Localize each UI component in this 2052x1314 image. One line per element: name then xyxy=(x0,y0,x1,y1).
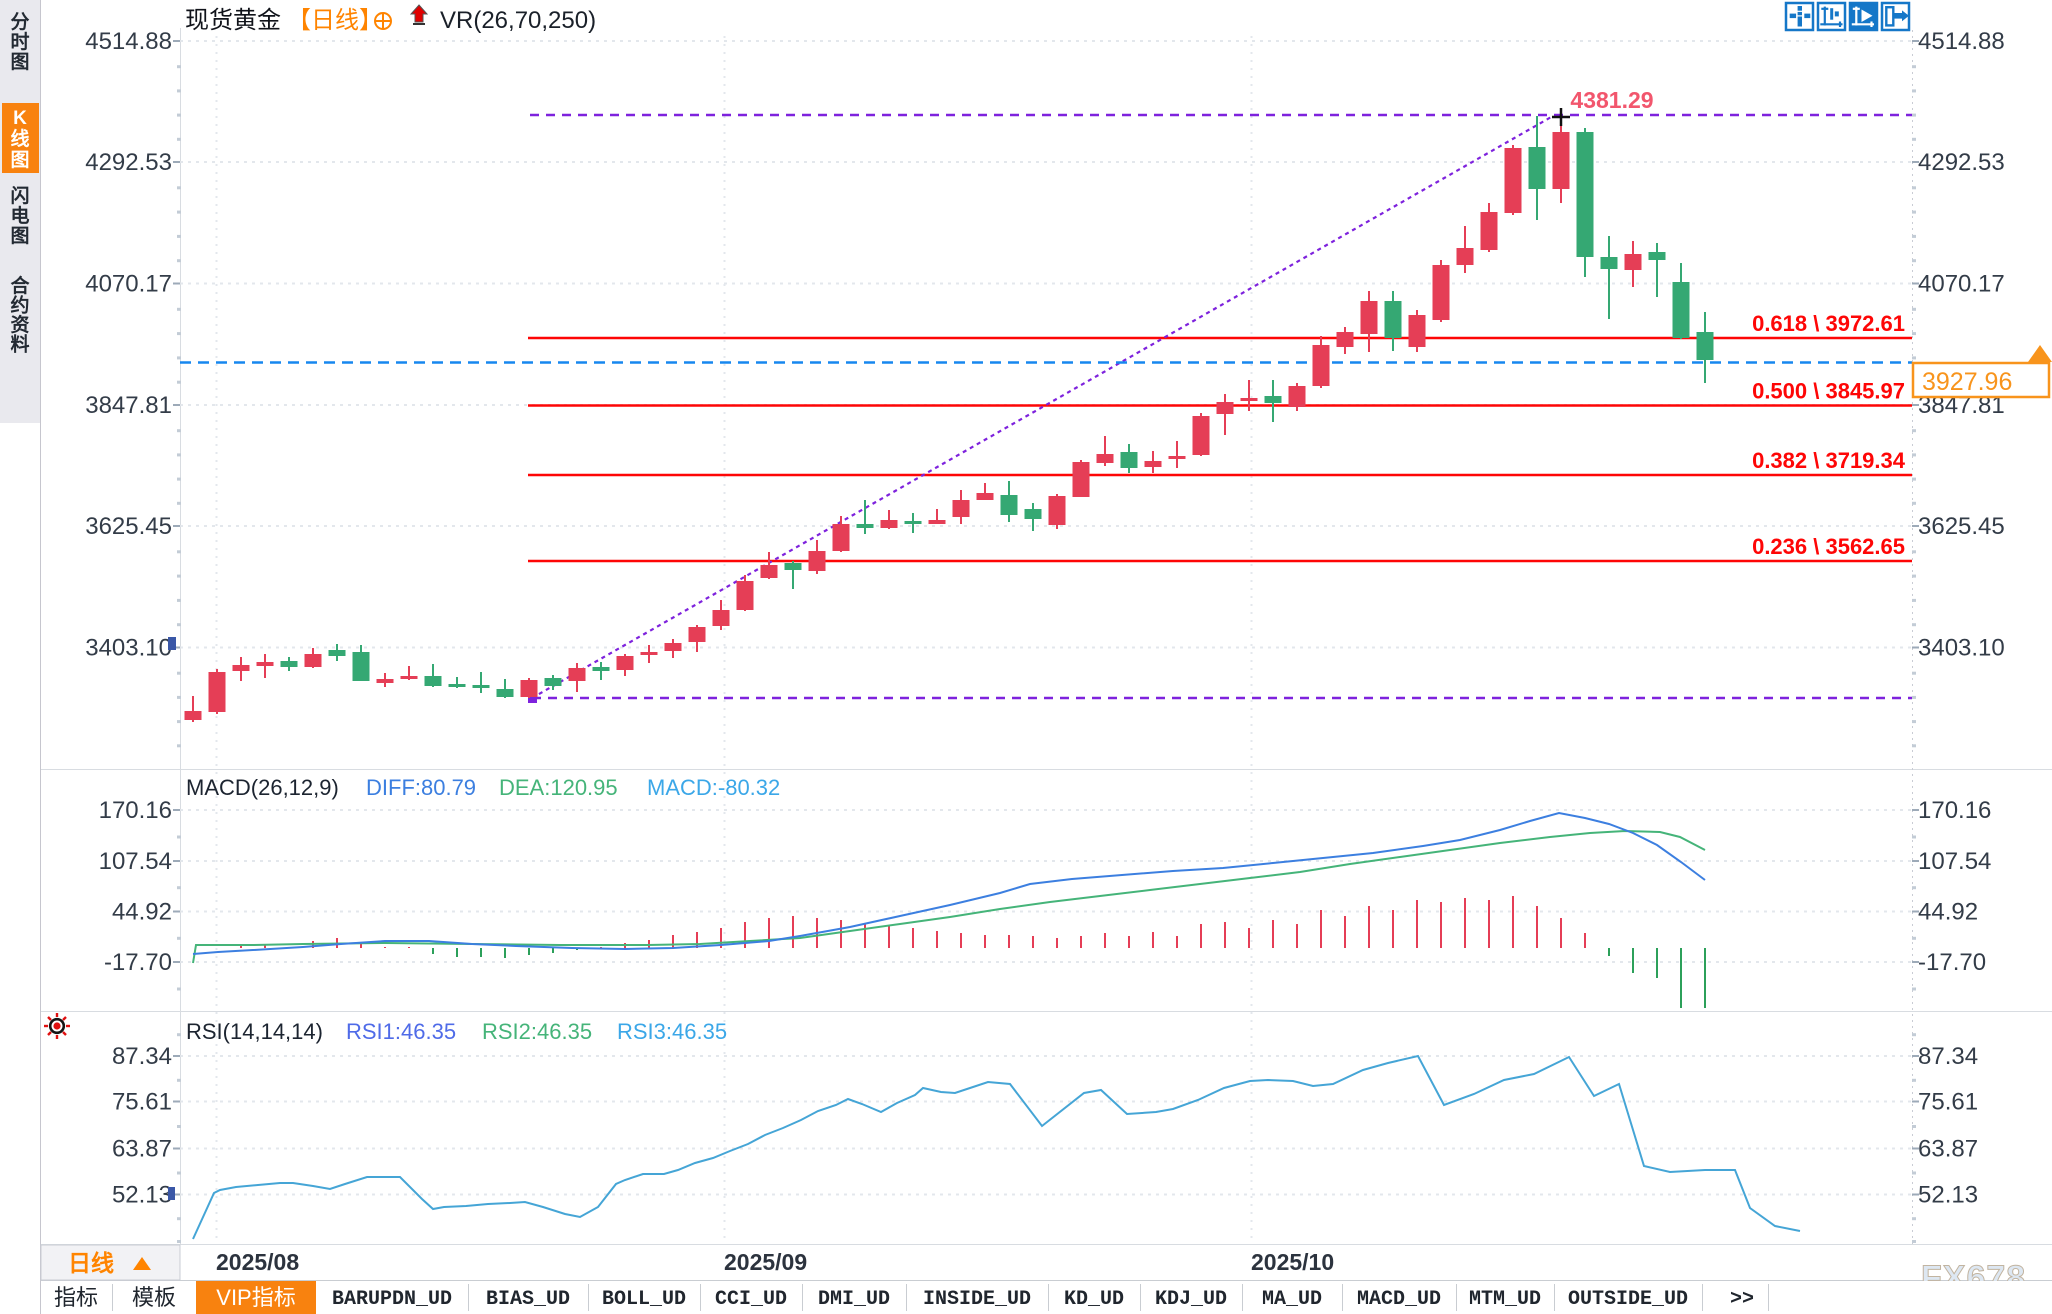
svg-text:MA_UD: MA_UD xyxy=(1262,1288,1322,1311)
svg-text:CCI_UD: CCI_UD xyxy=(715,1288,787,1311)
svg-text:日线: 日线 xyxy=(68,1250,114,1276)
svg-text:指标: 指标 xyxy=(54,1285,98,1310)
svg-text:分: 分 xyxy=(10,11,29,33)
svg-text:-17.70: -17.70 xyxy=(1918,949,1986,976)
svg-text:BIAS_UD: BIAS_UD xyxy=(486,1288,570,1311)
svg-text:图: 图 xyxy=(10,51,29,73)
svg-text:RSI3:46.35: RSI3:46.35 xyxy=(617,1019,727,1044)
svg-text:75.61: 75.61 xyxy=(1918,1089,1978,1116)
svg-text:VIP指标: VIP指标 xyxy=(216,1285,295,1310)
svg-text:K: K xyxy=(13,108,27,129)
svg-text:RSI(14,14,14): RSI(14,14,14) xyxy=(186,1019,323,1044)
svg-text:0.382 \ 3719.34: 0.382 \ 3719.34 xyxy=(1752,448,1906,473)
svg-text:RSI2:46.35: RSI2:46.35 xyxy=(482,1019,592,1044)
svg-text:4070.17: 4070.17 xyxy=(85,271,172,298)
svg-text:闪: 闪 xyxy=(10,184,29,207)
svg-text:时: 时 xyxy=(10,31,29,53)
svg-text:0.618 \ 3972.61: 0.618 \ 3972.61 xyxy=(1752,311,1905,336)
svg-text:图: 图 xyxy=(10,225,29,247)
svg-text:电: 电 xyxy=(10,204,29,227)
svg-text:合: 合 xyxy=(10,274,30,297)
svg-text:170.16: 170.16 xyxy=(1918,797,1991,824)
svg-text:4070.17: 4070.17 xyxy=(1918,271,2005,298)
svg-text:DEA:120.95: DEA:120.95 xyxy=(499,775,618,800)
svg-text:87.34: 87.34 xyxy=(1918,1043,1978,1070)
svg-text:4292.53: 4292.53 xyxy=(1918,149,2005,176)
svg-text:-17.70: -17.70 xyxy=(104,949,172,976)
svg-text:0.500 \ 3845.97: 0.500 \ 3845.97 xyxy=(1752,379,1905,404)
svg-text:【日线】: 【日线】 xyxy=(287,7,383,34)
svg-text:87.34: 87.34 xyxy=(112,1043,172,1070)
svg-text:3847.81: 3847.81 xyxy=(85,392,172,419)
svg-text:BARUPDN_UD: BARUPDN_UD xyxy=(332,1288,452,1311)
svg-text:料: 料 xyxy=(10,333,29,356)
svg-text:170.16: 170.16 xyxy=(99,797,172,824)
svg-text:图: 图 xyxy=(10,149,29,171)
svg-text:3403.10: 3403.10 xyxy=(1918,635,2005,662)
svg-text:4514.88: 4514.88 xyxy=(85,28,172,55)
svg-text:DMI_UD: DMI_UD xyxy=(818,1288,890,1311)
svg-text:63.87: 63.87 xyxy=(1918,1136,1978,1163)
svg-text:4381.29: 4381.29 xyxy=(1570,87,1653,113)
svg-text:44.92: 44.92 xyxy=(1918,899,1978,926)
svg-text:RSI1:46.35: RSI1:46.35 xyxy=(346,1019,456,1044)
svg-text:75.61: 75.61 xyxy=(112,1089,172,1116)
svg-text:3625.45: 3625.45 xyxy=(1918,513,2005,540)
svg-text:线: 线 xyxy=(10,127,29,150)
svg-text:MACD_UD: MACD_UD xyxy=(1357,1288,1441,1311)
svg-text:模板: 模板 xyxy=(132,1285,176,1310)
svg-text:63.87: 63.87 xyxy=(112,1136,172,1163)
svg-text:4514.88: 4514.88 xyxy=(1918,28,2005,55)
svg-text:OUTSIDE_UD: OUTSIDE_UD xyxy=(1568,1288,1688,1311)
svg-text:BOLL_UD: BOLL_UD xyxy=(602,1288,686,1311)
svg-text:VR(26,70,250): VR(26,70,250) xyxy=(440,7,596,34)
svg-text:KD_UD: KD_UD xyxy=(1064,1288,1124,1311)
svg-text:资: 资 xyxy=(10,313,29,336)
svg-text:>>: >> xyxy=(1730,1288,1754,1311)
svg-text:52.13: 52.13 xyxy=(112,1182,172,1209)
svg-text:3403.10: 3403.10 xyxy=(85,635,172,662)
svg-text:52.13: 52.13 xyxy=(1918,1182,1978,1209)
svg-text:3927.96: 3927.96 xyxy=(1922,368,2012,396)
svg-text:44.92: 44.92 xyxy=(112,899,172,926)
svg-text:107.54: 107.54 xyxy=(99,848,172,875)
svg-text:3625.45: 3625.45 xyxy=(85,513,172,540)
svg-text:DIFF:80.79: DIFF:80.79 xyxy=(366,775,476,800)
svg-text:2025/08: 2025/08 xyxy=(216,1249,299,1275)
svg-text:0.236 \ 3562.65: 0.236 \ 3562.65 xyxy=(1752,534,1905,559)
svg-text:4292.53: 4292.53 xyxy=(85,149,172,176)
svg-text:MTM_UD: MTM_UD xyxy=(1469,1288,1541,1311)
svg-text:现货黄金: 现货黄金 xyxy=(185,7,281,34)
svg-text:2025/09: 2025/09 xyxy=(724,1249,807,1275)
svg-text:KDJ_UD: KDJ_UD xyxy=(1155,1288,1227,1311)
svg-text:MACD(26,12,9): MACD(26,12,9) xyxy=(186,775,339,800)
svg-text:约: 约 xyxy=(10,294,29,317)
svg-text:107.54: 107.54 xyxy=(1918,848,1991,875)
svg-text:INSIDE_UD: INSIDE_UD xyxy=(923,1288,1031,1311)
svg-text:2025/10: 2025/10 xyxy=(1251,1249,1334,1275)
svg-text:MACD:-80.32: MACD:-80.32 xyxy=(647,775,780,800)
